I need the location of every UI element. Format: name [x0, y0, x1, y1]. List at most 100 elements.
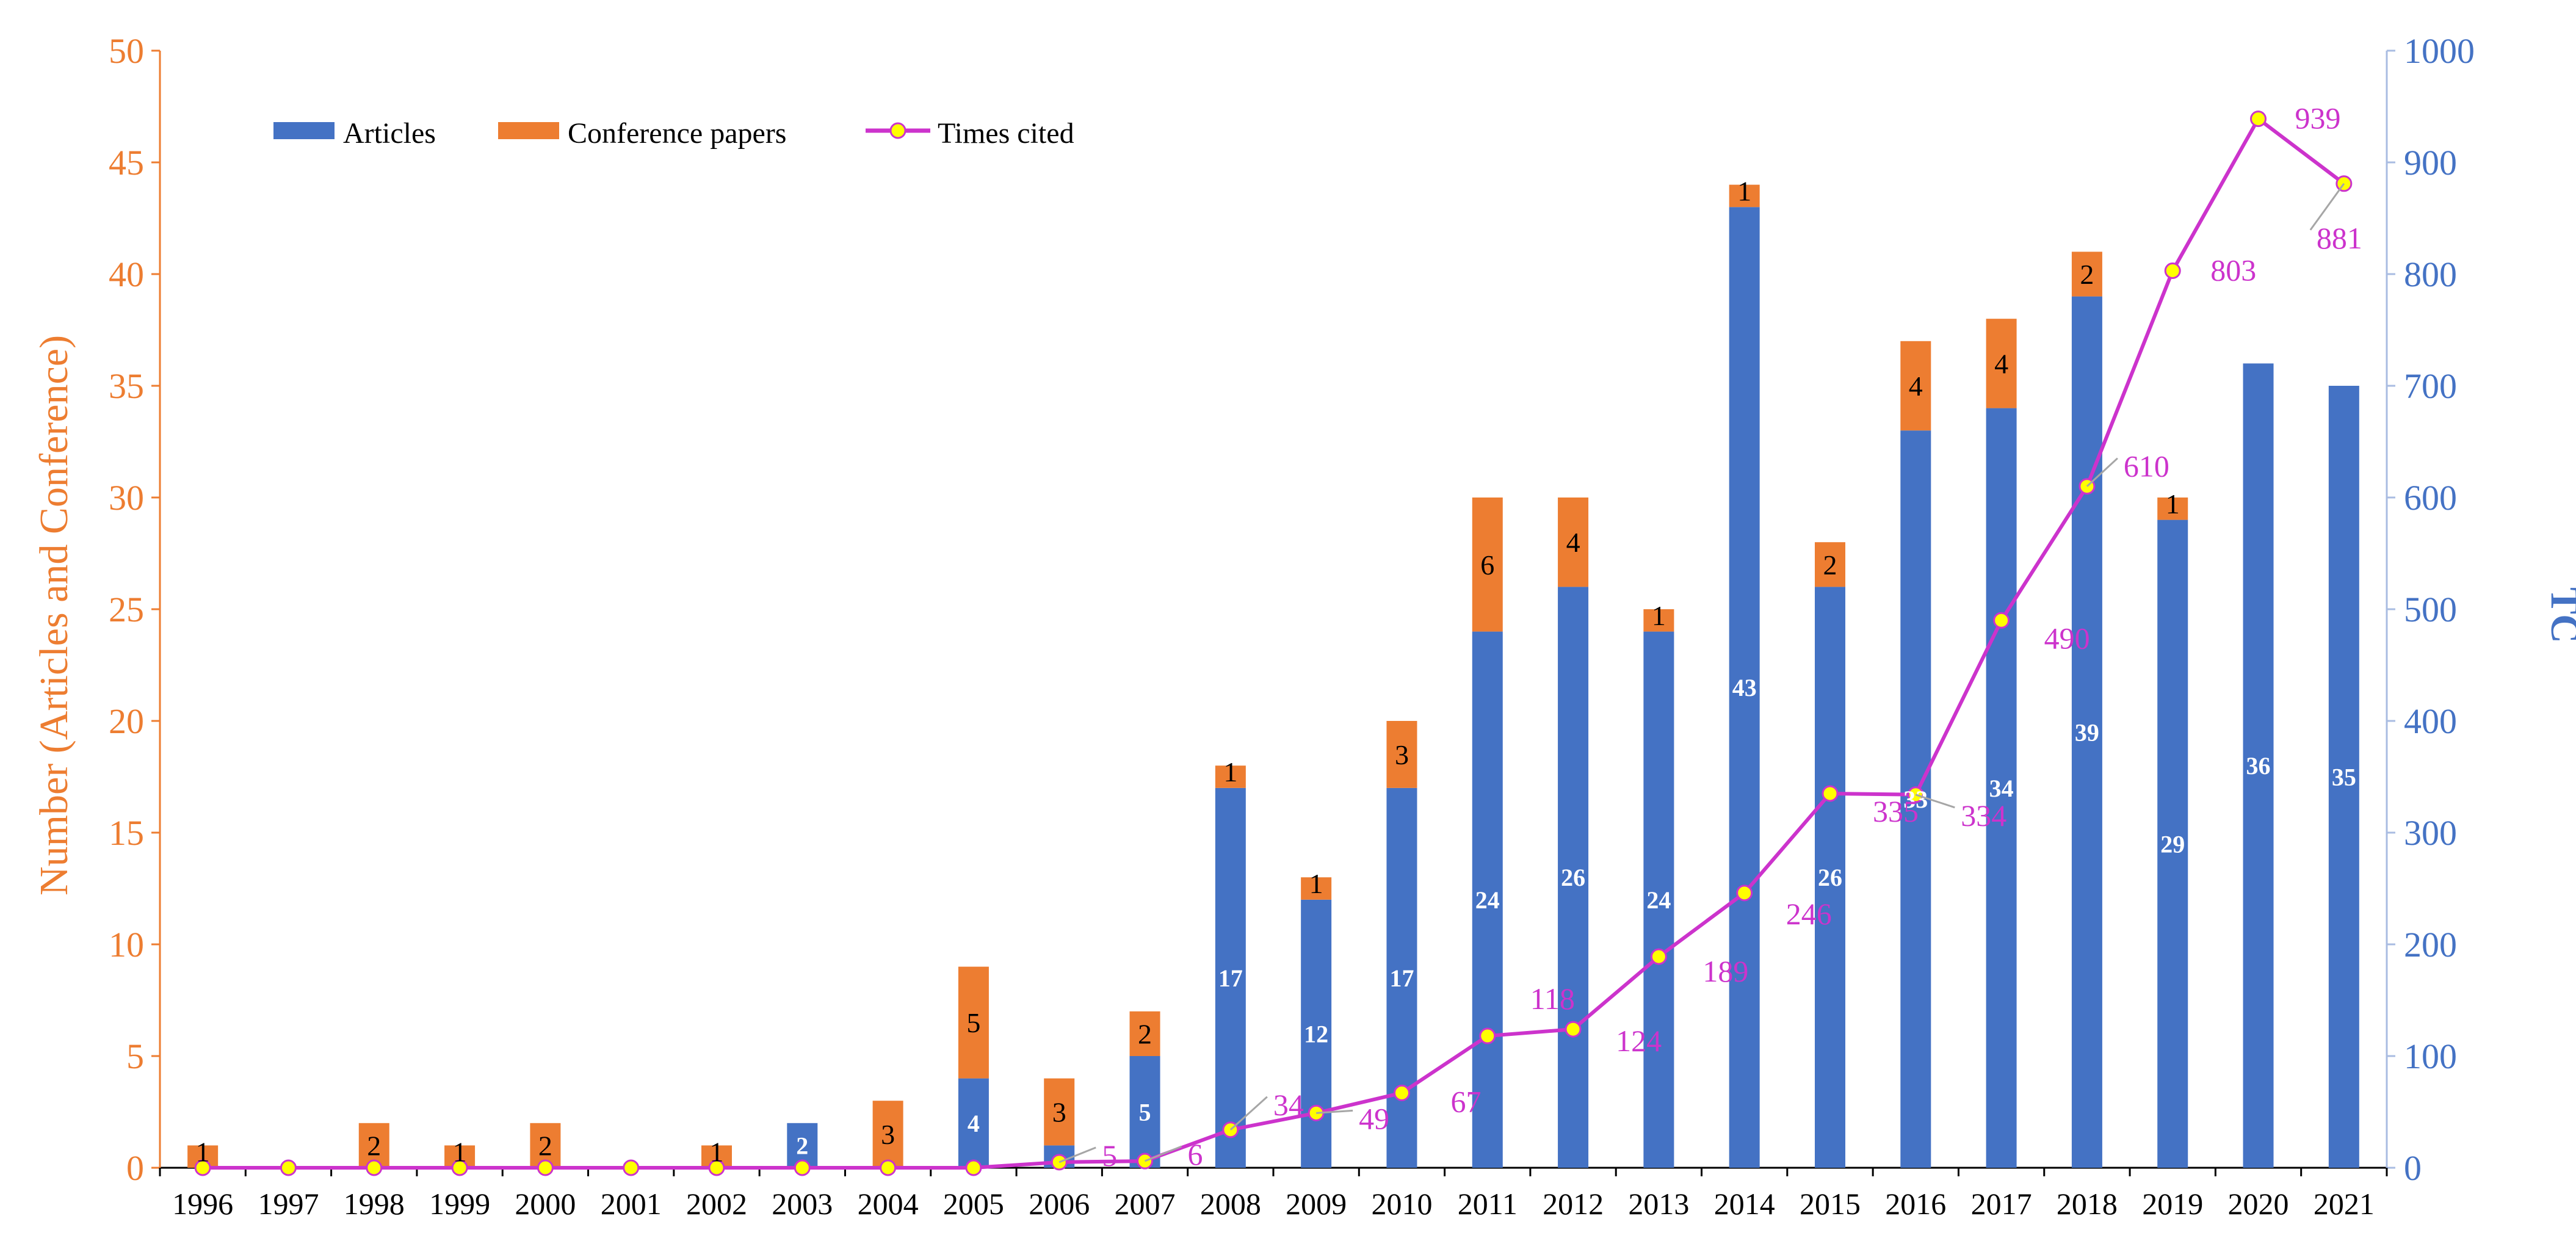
data-label-times-cited: 49 — [1359, 1101, 1389, 1135]
data-label-conference: 6 — [1480, 549, 1494, 581]
data-label-conference: 4 — [1994, 348, 2008, 379]
legend-swatch-conference — [498, 122, 559, 139]
data-label-times-cited: 67 — [1450, 1084, 1481, 1118]
x-tick-label: 1999 — [429, 1187, 490, 1221]
times-cited-marker — [2250, 110, 2267, 128]
x-tick-label: 2014 — [1714, 1187, 1775, 1221]
data-label-conference: 2 — [1138, 1018, 1152, 1049]
bar-conference — [1044, 1078, 1075, 1146]
bar-articles — [2071, 296, 2102, 1168]
bar-articles — [1558, 587, 1589, 1168]
x-tick-label: 2016 — [1885, 1187, 1946, 1221]
times-cited-leader-line — [2086, 457, 2118, 487]
x-tick-label: 2006 — [1029, 1187, 1090, 1221]
y-tick-label-right: 100 — [2404, 1037, 2457, 1076]
bar-conference — [2071, 251, 2102, 297]
bar-articles — [1386, 787, 1417, 1168]
times-cited-marker — [2164, 262, 2181, 280]
bar-articles — [1472, 631, 1503, 1168]
bar-articles — [2243, 363, 2274, 1168]
times-cited-marker — [280, 1159, 297, 1176]
data-label-conference: 1 — [1737, 176, 1751, 207]
data-label-conference: 3 — [1052, 1097, 1066, 1128]
y-tick-label-right: 0 — [2404, 1148, 2422, 1188]
data-label-times-cited: 124 — [1616, 1024, 1662, 1058]
data-label-conference: 1 — [1309, 868, 1323, 899]
times-cited-marker — [1822, 785, 1839, 802]
data-label-articles: 17 — [1389, 964, 1414, 992]
x-tick-label: 2005 — [943, 1187, 1004, 1221]
times-cited-leader-line — [1229, 1096, 1268, 1131]
legend-label-articles: Articles — [343, 117, 436, 150]
times-cited-leader-line — [2309, 183, 2345, 231]
bars — [187, 184, 2359, 1168]
data-label-times-cited: 246 — [1786, 897, 1832, 931]
bar-articles — [1301, 899, 1332, 1168]
data-label-articles: 5 — [1139, 1099, 1151, 1126]
y-tick-label-right: 300 — [2404, 813, 2457, 853]
times-cited-leader-line — [1058, 1146, 1096, 1163]
x-tick-label: 2013 — [1628, 1187, 1689, 1221]
data-label-conference: 3 — [1395, 739, 1409, 770]
x-tick-label: 1997 — [258, 1187, 319, 1221]
bar-conference — [872, 1101, 903, 1168]
x-tick-label: 2000 — [515, 1187, 576, 1221]
bar-conference — [1301, 877, 1332, 900]
times-cited-marker — [708, 1159, 725, 1176]
data-label-conference: 1 — [710, 1136, 724, 1167]
y-tick-label-left: 25 — [109, 590, 144, 629]
x-tick-label: 2003 — [772, 1187, 833, 1221]
legend-label-times-cited: Times cited — [938, 117, 1074, 150]
y-tick-label-right: 900 — [2404, 143, 2457, 183]
y-tick-label-left: 10 — [109, 925, 144, 964]
x-tick-label: 2020 — [2228, 1187, 2289, 1221]
x-tick-label: 2021 — [2314, 1187, 2375, 1221]
x-tick-label: 2007 — [1115, 1187, 1176, 1221]
y-tick-label-left: 20 — [109, 701, 144, 741]
data-label-times-cited: 34 — [1273, 1088, 1304, 1122]
times-cited-marker — [366, 1159, 383, 1176]
times-cited-marker — [1565, 1021, 1582, 1038]
legend-swatch-articles — [273, 122, 335, 139]
bar-articles — [2328, 386, 2359, 1168]
bar-conference — [1386, 721, 1417, 788]
x-tick-label: 2018 — [2057, 1187, 2118, 1221]
bar-articles — [1129, 1056, 1160, 1168]
data-label-times-cited: 610 — [2124, 449, 2169, 483]
times-cited-line — [194, 110, 2353, 1176]
bar-articles — [2157, 519, 2188, 1168]
data-label-articles: 4 — [968, 1110, 980, 1137]
x-tick-label: 2001 — [601, 1187, 662, 1221]
data-label-conference: 1 — [2166, 488, 2180, 519]
data-label-conference: 2 — [1823, 549, 1837, 581]
x-tick-label: 2009 — [1286, 1187, 1347, 1221]
times-cited-marker — [1479, 1027, 1496, 1044]
data-label-conference: 1 — [1652, 600, 1666, 631]
bar-conference — [1986, 319, 2017, 408]
data-label-times-cited: 5 — [1102, 1138, 1117, 1173]
times-cited-marker — [194, 1159, 211, 1176]
data-labels: 1 2 1 2 1 2 3 453 521711211732462642414312623343… — [196, 101, 2362, 1173]
x-tick-label: 2010 — [1371, 1187, 1432, 1221]
legend-label-conference: Conference papers — [568, 117, 786, 150]
bar-conference — [1815, 542, 1845, 587]
bar-conference — [1215, 765, 1246, 788]
y-tick-label-left: 50 — [109, 31, 144, 71]
data-label-articles: 39 — [2075, 718, 2099, 746]
data-label-conference: 2 — [538, 1130, 552, 1161]
bar-articles — [1986, 408, 2017, 1168]
bar-conference — [1129, 1011, 1160, 1056]
x-tick-label: 2004 — [858, 1187, 919, 1221]
y-tick-label-right: 700 — [2404, 366, 2457, 406]
data-label-articles: 35 — [2332, 764, 2356, 791]
x-tick-label: 2017 — [1971, 1187, 2032, 1221]
times-cited-polyline — [203, 117, 2345, 1170]
x-tick-label: 2011 — [1458, 1187, 1518, 1221]
data-label-articles: 26 — [1561, 864, 1585, 891]
data-label-articles: 2 — [796, 1132, 808, 1159]
data-label-conference: 1 — [196, 1136, 210, 1167]
y-tick-label-right: 500 — [2404, 590, 2457, 629]
times-cited-leader-line — [1915, 794, 1955, 809]
times-cited-marker — [965, 1159, 982, 1176]
